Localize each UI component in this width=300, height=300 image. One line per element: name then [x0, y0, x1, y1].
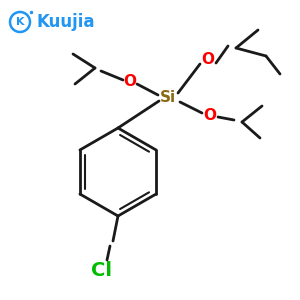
Text: K: K: [16, 17, 24, 27]
Text: Si: Si: [160, 91, 176, 106]
Text: O: O: [203, 107, 217, 122]
Text: Kuujia: Kuujia: [36, 13, 94, 31]
Text: O: O: [124, 74, 136, 89]
Text: O: O: [202, 52, 214, 68]
Text: Cl: Cl: [92, 260, 112, 280]
